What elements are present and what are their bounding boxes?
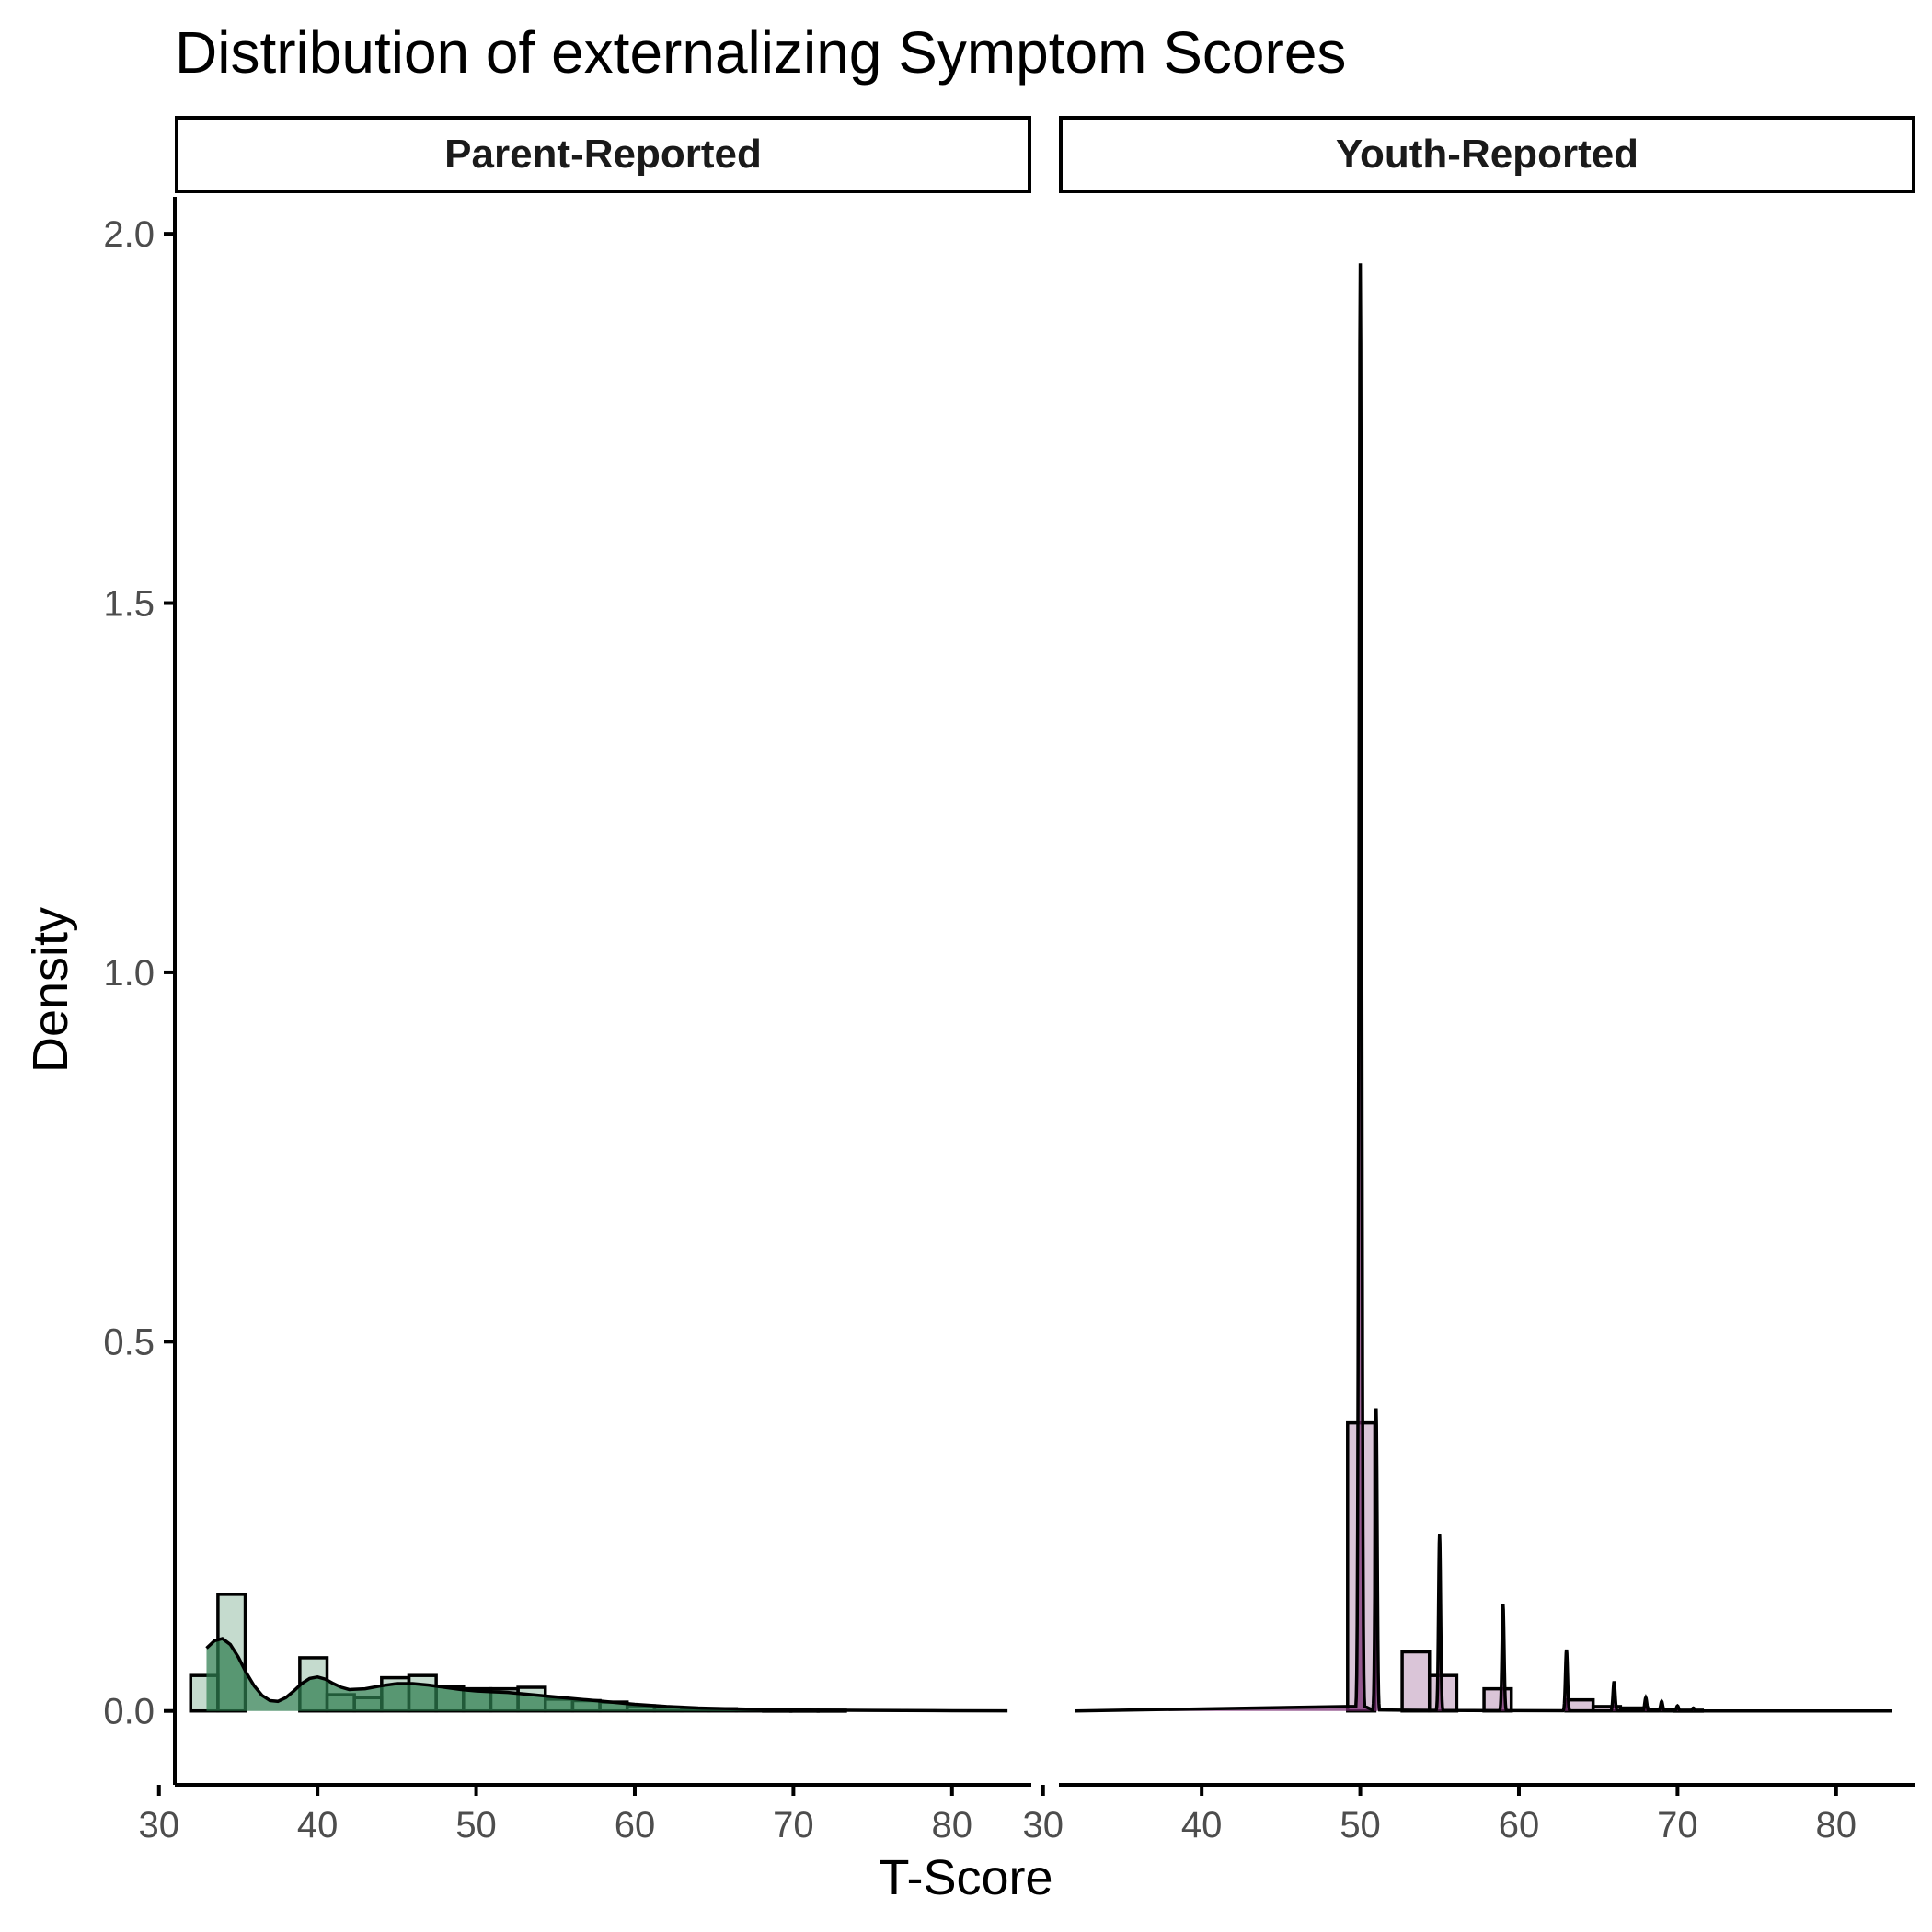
facet-strip-parent: Parent-Reported: [175, 116, 1031, 193]
x-tick-label: 80: [1816, 1805, 1857, 1846]
x-tick-label: 40: [297, 1805, 339, 1846]
x-tick-label: 30: [139, 1805, 180, 1846]
x-tick-label: 50: [455, 1805, 497, 1846]
y-tick-label: 2.0: [103, 214, 155, 255]
facet-label-youth: Youth-Reported: [1335, 132, 1639, 177]
y-tick-label: 0.0: [103, 1692, 155, 1732]
y-axis-label: Density: [23, 906, 78, 1074]
density-curve: [1075, 263, 1892, 1713]
density-area: [1075, 263, 1892, 1711]
facet-panel-parent: 30 40 50 60 70 80: [139, 1593, 1031, 1846]
x-tick-label: 50: [1340, 1805, 1381, 1846]
histogram-bar: [1400, 1650, 1432, 1713]
x-tick-label: 30: [1023, 1805, 1064, 1846]
x-tick-label: 60: [615, 1805, 656, 1846]
y-tick-label: 0.5: [103, 1322, 155, 1363]
y-tick-label: 1.0: [103, 953, 155, 994]
x-axis-label: T-Score: [879, 1850, 1053, 1905]
chart-title: Distribution of externalizing Symptom Sc…: [175, 19, 1347, 86]
facet-strip-youth: Youth-Reported: [1059, 116, 1915, 193]
facet-label-parent: Parent-Reported: [444, 132, 762, 177]
y-tick-label: 1.5: [103, 584, 155, 625]
x-tick-label: 40: [1181, 1805, 1223, 1846]
density-area: [206, 1639, 1008, 1711]
y-axis: 0.0 0.5 1.0 1.5 2.0: [103, 197, 177, 1785]
facet-panel-youth: 30 40 50 60 70 80: [1023, 263, 1915, 1846]
density-curve: [205, 1637, 1008, 1713]
x-tick-label: 60: [1499, 1805, 1540, 1846]
x-tick-label: 80: [932, 1805, 973, 1846]
x-tick-label: 70: [773, 1805, 814, 1846]
x-tick-label: 70: [1657, 1805, 1698, 1846]
